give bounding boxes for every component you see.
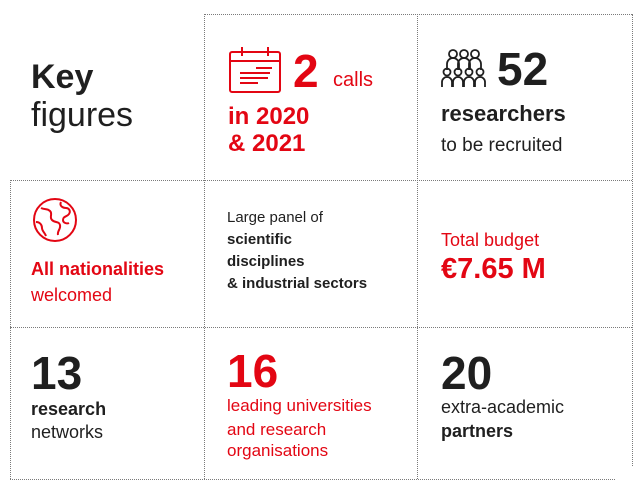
calls-label: calls (333, 69, 374, 91)
budget-value: €7.65 M (441, 253, 546, 285)
universities-line1: leading universities (227, 396, 372, 415)
partners-line1: extra-academic (441, 397, 565, 417)
grid-line-top (204, 14, 632, 15)
nationalities-label: All nationalities (31, 259, 165, 279)
partners-number: 20 (441, 347, 493, 399)
universities-line2: and research (227, 420, 327, 439)
calls-years-line2: & 2021 (228, 130, 306, 157)
nationalities-sub: welcomed (31, 285, 113, 305)
page-title: Key figures (31, 58, 133, 134)
grid-line-bottom (10, 479, 615, 480)
page-title-line1: Key (31, 58, 94, 96)
calls-years: in 2020 & 2021 (228, 103, 309, 157)
researchers-sub: to be recruited (441, 135, 563, 156)
networks-number: 13 (31, 347, 83, 399)
calls-number: 2 (293, 45, 319, 97)
grid-line-v1 (204, 14, 205, 479)
panel-line1: Large panel of (227, 209, 323, 226)
budget-label: Total budget (441, 230, 540, 250)
universities-number: 16 (227, 345, 279, 397)
grid-line-h1 (10, 180, 632, 181)
researchers-label: researchers (441, 101, 566, 126)
grid-line-v0 (10, 180, 11, 479)
people-group-icon (441, 48, 487, 93)
calendar-icon (228, 46, 282, 99)
panel-line4: & industrial sectors (227, 275, 368, 292)
panel-line2: scientific (227, 231, 293, 248)
universities-line3: organisations (227, 441, 329, 460)
page-title-line2: figures (31, 96, 134, 134)
grid-line-v2 (417, 14, 418, 479)
networks-line1: research (31, 399, 107, 419)
partners-line2: partners (441, 421, 514, 441)
grid-line-h2 (10, 327, 632, 328)
panel-line3: disciplines (227, 253, 305, 270)
globe-icon (31, 196, 79, 249)
researchers-number: 52 (497, 43, 549, 95)
grid-line-v3 (632, 14, 633, 466)
networks-line2: networks (31, 422, 104, 442)
calls-years-line1: in 2020 (228, 103, 310, 130)
panel-block: Large panel of scientific disciplines & … (227, 207, 367, 295)
